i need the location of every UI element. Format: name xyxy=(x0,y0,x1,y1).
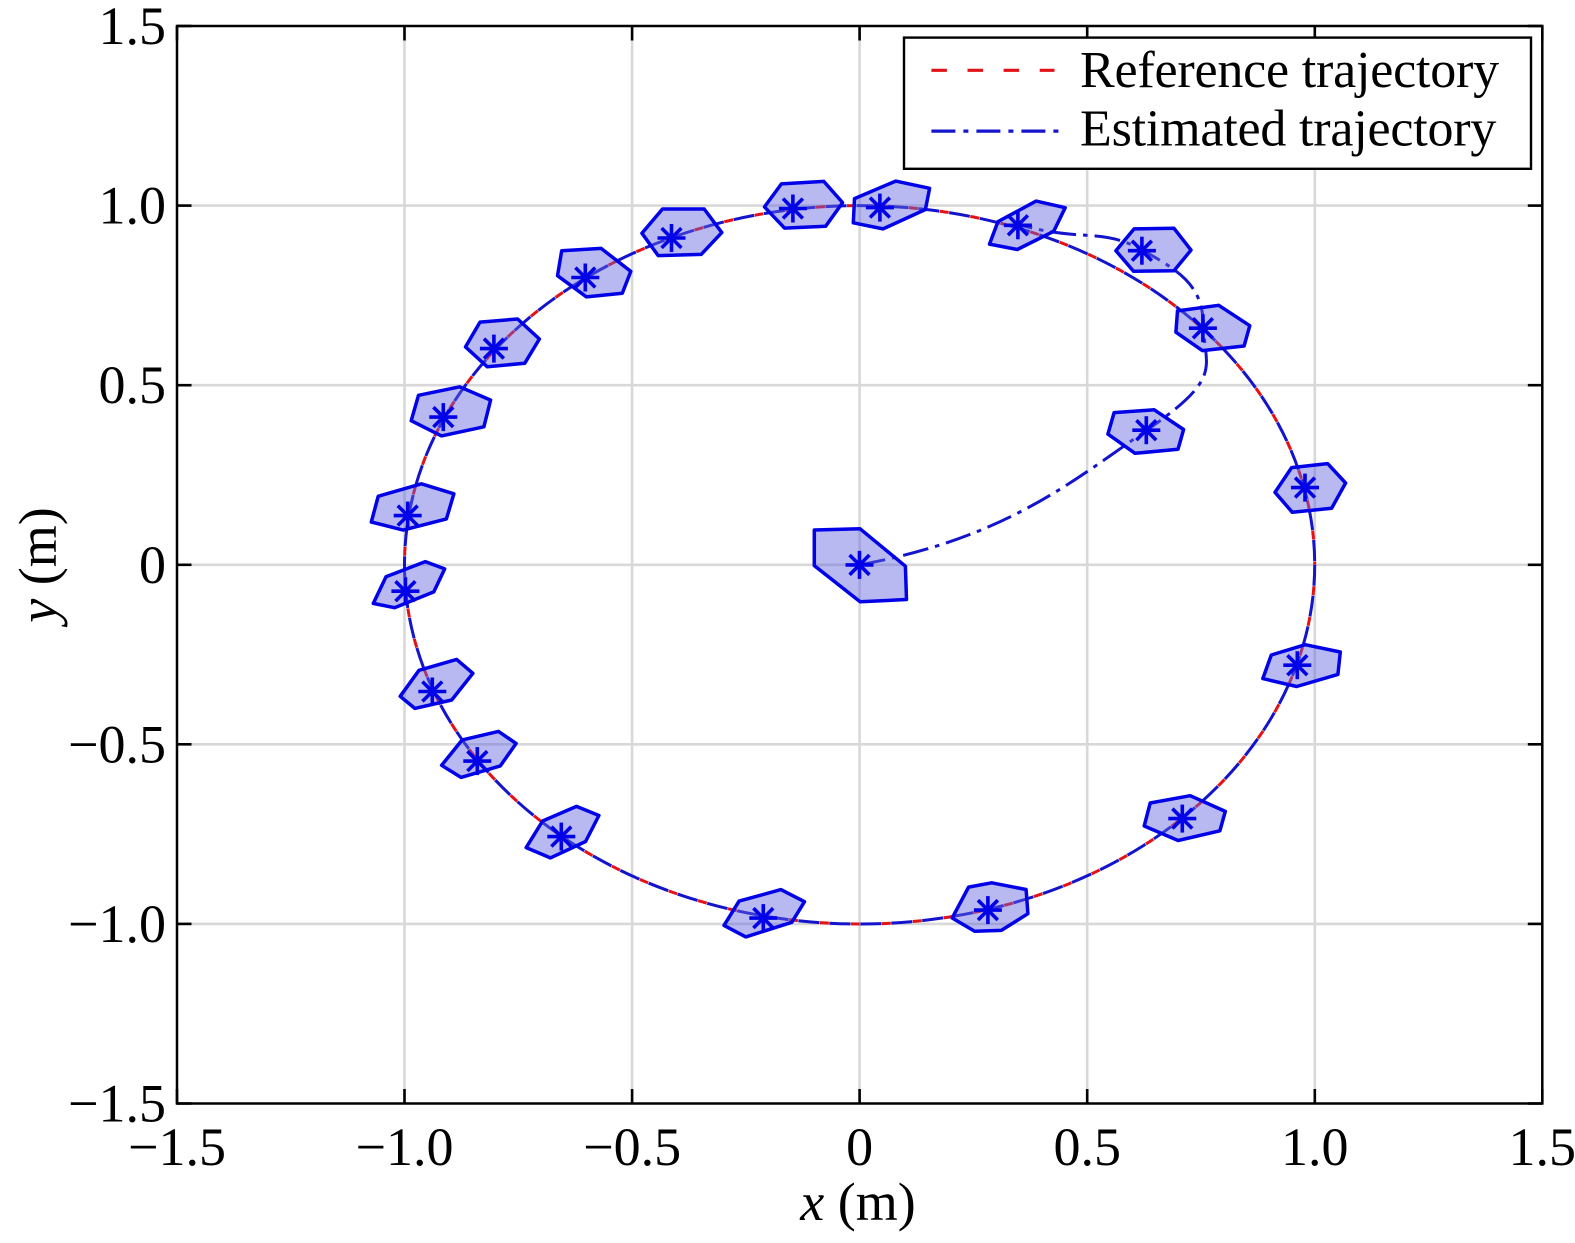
svg-text:1.0: 1.0 xyxy=(99,176,167,236)
svg-text:0.5: 0.5 xyxy=(99,355,167,415)
svg-text:0: 0 xyxy=(139,535,166,595)
svg-text:−1.0: −1.0 xyxy=(68,894,166,954)
svg-text:1.0: 1.0 xyxy=(1281,1117,1349,1177)
svg-text:y (m): y (m) xyxy=(8,507,68,627)
svg-text:Estimated trajectory: Estimated trajectory xyxy=(1080,101,1496,158)
svg-text:Reference trajectory: Reference trajectory xyxy=(1080,42,1499,99)
svg-text:0: 0 xyxy=(846,1117,873,1177)
svg-text:−1.5: −1.5 xyxy=(68,1074,166,1134)
svg-text:1.5: 1.5 xyxy=(1509,1117,1575,1177)
svg-text:−0.5: −0.5 xyxy=(68,714,166,774)
svg-text:0.5: 0.5 xyxy=(1053,1117,1121,1177)
svg-text:−1.5: −1.5 xyxy=(128,1117,226,1177)
svg-text:−0.5: −0.5 xyxy=(583,1117,681,1177)
svg-text:x (m): x (m) xyxy=(799,1172,915,1232)
svg-text:−1.0: −1.0 xyxy=(356,1117,454,1177)
svg-text:1.5: 1.5 xyxy=(99,0,167,56)
